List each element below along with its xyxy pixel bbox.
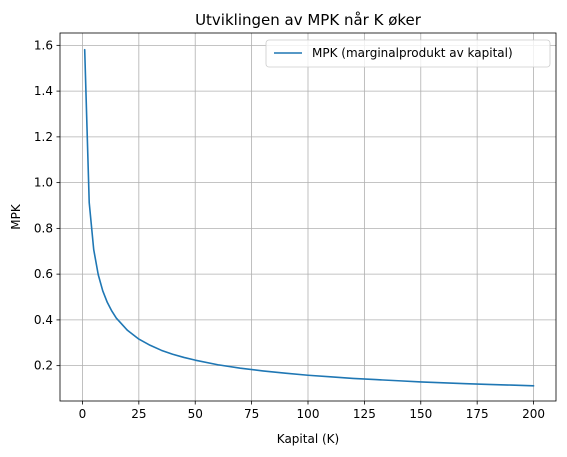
legend-label-mpk: MPK (marginalprodukt av kapital): [312, 46, 513, 60]
series-line-mpk: [83, 48, 535, 387]
x-tick-label: 100: [297, 407, 320, 421]
x-axis-label: Kapital (K): [277, 432, 339, 446]
y-tick-label: 1.6: [34, 38, 53, 52]
chart-title: Utviklingen av MPK når K øker: [195, 11, 422, 29]
legend-box: [265, 39, 551, 68]
y-tick-label: 1.2: [34, 130, 53, 144]
x-tick-label: 200: [522, 407, 545, 421]
y-tick-label: 1.4: [34, 84, 53, 98]
x-tick-label: 75: [244, 407, 259, 421]
x-tick-label: 175: [466, 407, 489, 421]
y-tick-label: 0.4: [34, 313, 53, 327]
y-tick-label: 0.6: [34, 267, 53, 281]
legend: MPK (marginalprodukt av kapital): [265, 39, 551, 68]
y-tick-label: 0.8: [34, 221, 53, 235]
series: [83, 48, 535, 387]
grid: [60, 33, 556, 401]
x-tick-label: 50: [188, 407, 203, 421]
x-tick-label: 150: [409, 407, 432, 421]
y-axis-label: MPK: [9, 203, 23, 230]
x-tick-label: 0: [79, 407, 87, 421]
y-tick-label: 0.2: [34, 359, 53, 373]
x-tick-label: 125: [353, 407, 376, 421]
y-tick-label: 1.0: [34, 176, 53, 190]
axis-ticks: 0 25 50 75 100 125 150 175 200 0.2 0.4 0.6 0.8 1.0 1.2…: [34, 38, 545, 421]
x-tick-label: 25: [131, 407, 146, 421]
